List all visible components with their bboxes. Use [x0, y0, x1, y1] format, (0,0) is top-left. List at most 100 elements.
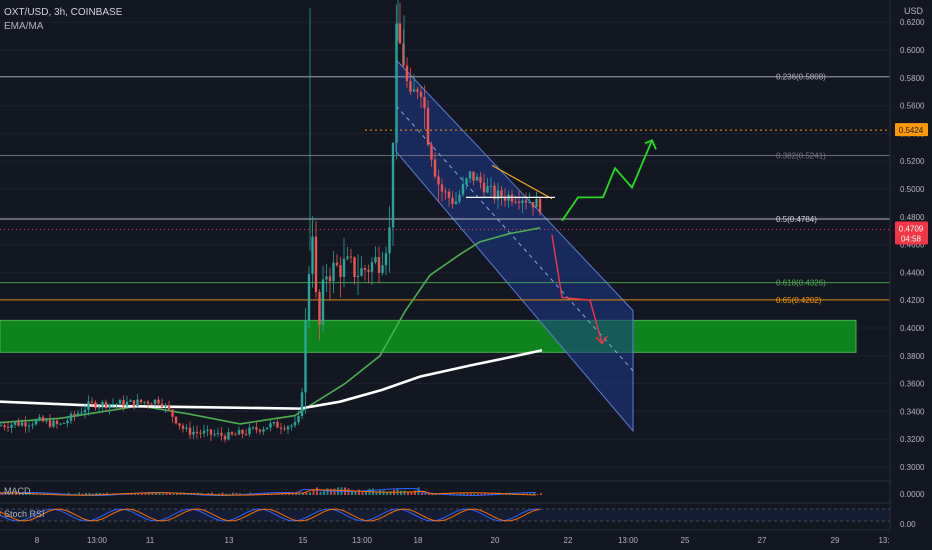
fib-levels[interactable]: 0.236(0.5808) 0.382(0.5241) 0.5(0.4784) 0.6…	[0, 73, 890, 305]
candle-body	[405, 65, 409, 82]
macd-bar	[431, 493, 434, 495]
candle-body	[307, 273, 311, 322]
candle-body	[129, 400, 132, 402]
macd-bar	[414, 490, 416, 495]
projection-arrows[interactable]	[466, 139, 657, 345]
candle-body	[41, 417, 45, 422]
candle-body	[125, 401, 129, 407]
candle-body	[454, 201, 458, 204]
candle-body	[34, 420, 38, 425]
time-tick-label: 13:00	[87, 536, 108, 545]
time-axis[interactable]: 8 13:00 11 13 15 13:00 18 20 22 13:00 25 27 29 13:	[35, 536, 890, 545]
candle-body	[388, 227, 391, 254]
candles	[0, 0, 542, 443]
candle-body	[297, 416, 300, 423]
macd-bar	[375, 492, 378, 495]
candle-body	[255, 427, 258, 430]
candle-body	[535, 198, 538, 208]
price-tick-label: 0.6000	[900, 46, 925, 55]
candle-body	[206, 429, 209, 431]
macd-bar	[102, 493, 105, 495]
macd-bar	[172, 493, 175, 495]
bullish-projection	[561, 139, 653, 222]
macd-bar	[239, 493, 241, 495]
candle-body	[122, 400, 125, 407]
macd-bar	[487, 493, 490, 495]
candle-body	[272, 421, 276, 424]
candle-body	[412, 89, 416, 92]
candle-body	[167, 405, 171, 410]
candle-body	[38, 417, 41, 421]
macd-bar	[400, 490, 402, 495]
macd-bar	[309, 492, 311, 495]
candle-body	[279, 427, 283, 429]
macd-bar	[85, 492, 87, 495]
macd-bar	[158, 493, 161, 495]
symbol-title[interactable]: OXT/USD, 3h, COINBASE	[4, 7, 123, 18]
candle-body	[62, 422, 66, 424]
pattern-line-upper	[491, 164, 553, 200]
candle-body	[150, 403, 153, 405]
candle-body	[97, 406, 101, 409]
candle-body	[433, 159, 437, 177]
price-tick-label: 0.4800	[900, 213, 925, 222]
price-tick-label: 0.3600	[900, 380, 925, 389]
ema-line	[0, 227, 541, 425]
macd-bar	[351, 490, 353, 495]
candle-body	[437, 176, 440, 185]
candle-body	[17, 422, 20, 426]
indicator-panes	[0, 480, 890, 531]
candle-body	[59, 423, 62, 425]
candle-body	[286, 426, 290, 430]
candle-body	[283, 428, 286, 430]
candle-body	[13, 422, 17, 425]
candle-body	[444, 191, 447, 193]
macd-bar	[529, 493, 532, 495]
candle-body	[318, 292, 321, 325]
macd-bar	[8, 493, 10, 495]
macd-bar	[225, 493, 227, 495]
bearish-arrowhead	[595, 335, 608, 345]
candle-body	[241, 430, 244, 434]
indicator-legend[interactable]: EMA/MA	[4, 21, 44, 32]
macd-bar	[57, 493, 59, 495]
candle-body	[290, 425, 293, 427]
macd-bar	[11, 493, 14, 495]
macd-bar	[151, 493, 154, 495]
candle-body	[174, 416, 178, 424]
macd-bar	[50, 492, 52, 495]
time-tick-label: 20	[491, 536, 500, 545]
candle-body	[45, 420, 48, 422]
stoch-rsi-value: 0.00	[900, 520, 916, 529]
price-tick-label: 0.3200	[900, 435, 925, 444]
macd-bar	[295, 492, 297, 495]
candle-body	[353, 257, 356, 277]
macd-bar	[358, 489, 360, 495]
macd-bar	[36, 493, 38, 495]
candle-body	[181, 425, 185, 429]
candle-body	[458, 194, 461, 202]
macd-bar	[473, 493, 476, 495]
candle-body	[6, 426, 10, 428]
candle-body	[524, 200, 528, 203]
support-zone[interactable]	[0, 319, 857, 353]
candle-body	[325, 276, 328, 280]
macd-bar	[78, 492, 80, 495]
macd-label[interactable]: MACD	[4, 486, 31, 496]
candle-body	[461, 184, 465, 195]
candle-body	[153, 399, 157, 405]
macd-bar	[22, 493, 24, 495]
macd-bar	[263, 492, 266, 495]
macd-value: 0.0000	[900, 490, 925, 499]
macd-bar	[463, 493, 465, 495]
candle-body	[139, 399, 143, 403]
price-tick-label: 0.6200	[900, 18, 925, 27]
fib-label: 0.5(0.4784)	[776, 215, 817, 224]
candle-body	[521, 200, 524, 203]
candle-body	[143, 401, 146, 403]
current-price-text: 0.4709	[899, 224, 924, 233]
macd-bar	[410, 491, 413, 495]
stoch-rsi-label[interactable]: Stoch RSI	[4, 509, 45, 519]
candle-body	[216, 432, 220, 435]
